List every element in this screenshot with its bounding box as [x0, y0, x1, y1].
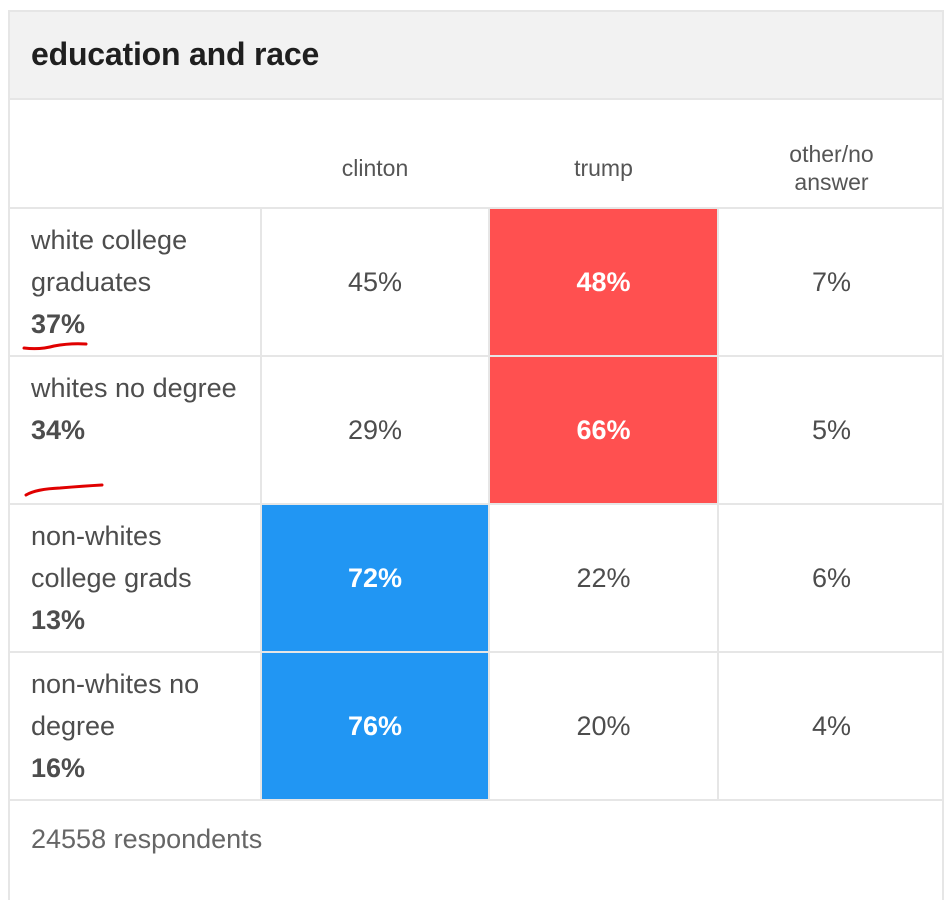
value-text: 5%: [811, 414, 852, 445]
value-text: 29%: [347, 414, 403, 445]
column-header-other-no-answer: other/no answer: [719, 100, 944, 208]
card-header: education and race: [10, 12, 942, 100]
value-cell: 22%: [490, 505, 717, 651]
value-text: 48%: [576, 266, 631, 297]
row-label-text: whites no degree: [31, 373, 237, 403]
column-header-label: clinton: [341, 155, 409, 181]
row-label: non-whites college grads 13%: [31, 515, 246, 641]
row-label-text: non-whites college grads: [31, 521, 192, 593]
value-text: 72%: [347, 562, 403, 593]
value-text: 45%: [347, 266, 403, 297]
row-share-percent: 34%: [31, 415, 86, 445]
column-header-clinton: clinton: [262, 100, 488, 208]
respondents-count: 24558 respondents: [31, 824, 263, 854]
winner-value-cell: 72%: [262, 505, 488, 651]
value-text: 22%: [576, 562, 631, 593]
row-divider: [10, 651, 942, 653]
value-text: 7%: [811, 266, 852, 297]
row-label: whites no degree 34%: [31, 367, 246, 451]
column-divider: [260, 209, 262, 801]
winner-value-cell: 66%: [490, 357, 717, 503]
poll-table-card: education and race 24558 respondents cli…: [8, 10, 944, 900]
value-cell: 7%: [719, 209, 944, 355]
header-divider: [10, 98, 942, 100]
column-divider: [717, 209, 719, 801]
value-text: 76%: [347, 710, 403, 741]
value-text: 66%: [576, 414, 631, 445]
row-share-percent: 37%: [31, 309, 86, 339]
column-divider: [488, 209, 490, 801]
value-cell: 45%: [262, 209, 488, 355]
row-divider: [10, 503, 942, 505]
row-share-percent: 13%: [31, 605, 86, 635]
row-divider: [10, 207, 942, 209]
value-cell: 5%: [719, 357, 944, 503]
card-title: education and race: [31, 36, 320, 72]
row-label: non-whites no degree 16%: [31, 663, 246, 789]
row-share-percent: 16%: [31, 753, 86, 783]
value-cell: 4%: [719, 653, 944, 799]
winner-value-cell: 48%: [490, 209, 717, 355]
value-cell: 6%: [719, 505, 944, 651]
row-label: white college graduates 37%: [31, 219, 246, 345]
row-label-text: non-whites no degree: [31, 669, 200, 741]
row-divider: [10, 799, 942, 801]
winner-value-cell: 76%: [262, 653, 488, 799]
value-text: 6%: [811, 562, 852, 593]
value-text: 20%: [576, 710, 631, 741]
column-header-label: trump: [574, 155, 633, 181]
row-divider: [10, 355, 942, 357]
column-header-trump: trump: [490, 100, 717, 208]
value-cell: 29%: [262, 357, 488, 503]
column-header-label: other/no answer: [789, 141, 874, 195]
row-label-text: white college graduates: [31, 225, 188, 297]
value-text: 4%: [811, 710, 852, 741]
value-cell: 20%: [490, 653, 717, 799]
